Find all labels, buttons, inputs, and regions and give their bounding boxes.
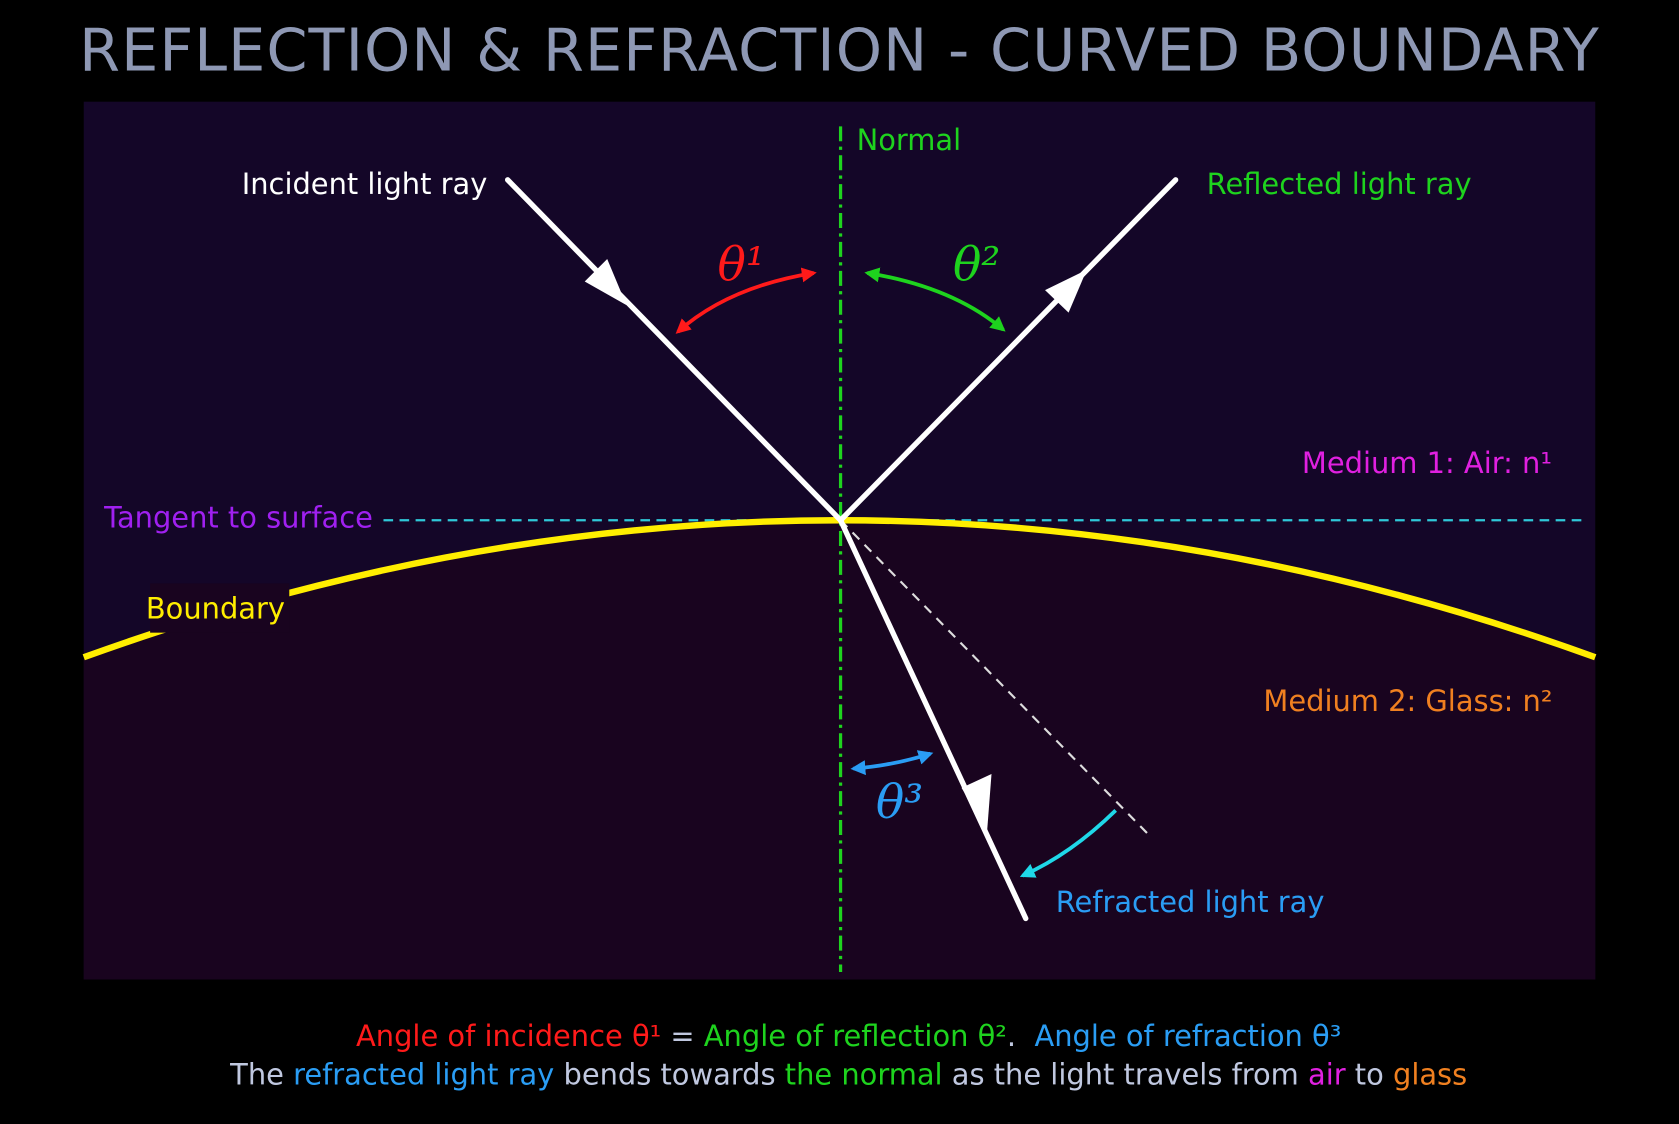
caption-part: the normal xyxy=(785,1057,943,1091)
angle-arc-1 xyxy=(675,267,817,334)
caption-part: bends towards xyxy=(554,1057,784,1091)
caption-part: . xyxy=(1007,1019,1035,1053)
caption-part: to xyxy=(1346,1057,1393,1091)
reflected-label: Reflected light ray xyxy=(1207,167,1472,201)
boundary-label-bg xyxy=(150,583,290,633)
extension-line xyxy=(839,519,1153,839)
caption-part: air xyxy=(1308,1057,1346,1091)
caption-part: The xyxy=(229,1057,293,1091)
reflected-arrow xyxy=(1045,269,1087,313)
refracted-label: Refracted light ray xyxy=(1056,885,1325,919)
angle-arc-2 xyxy=(864,267,1006,332)
refracted-arrow xyxy=(961,773,992,830)
angle-arc-3 xyxy=(850,750,934,776)
caption-part: glass xyxy=(1393,1057,1467,1091)
medium1-label: Medium 1: Air: n¹ xyxy=(1302,446,1552,480)
caption-line2: The refracted light ray bends towards th… xyxy=(184,1057,1494,1091)
normal-label: Normal xyxy=(857,123,962,157)
deviation-arc xyxy=(1019,809,1117,878)
caption-part: refracted light ray xyxy=(293,1057,554,1091)
incident-arrow xyxy=(584,259,627,306)
incident-ray xyxy=(504,177,844,523)
caption-part: Angle of incidence θ¹ xyxy=(356,1019,661,1053)
refracted-ray xyxy=(837,517,1029,922)
tangent-label: Tangent to surface xyxy=(103,501,373,535)
caption-part: Angle of refraction θ³ xyxy=(1034,1019,1341,1053)
theta1: θ¹ xyxy=(717,237,764,292)
caption-part: = xyxy=(661,1019,704,1053)
caption-part: Angle of reflection θ² xyxy=(704,1019,1007,1053)
reflected-ray xyxy=(837,177,1179,523)
title: REFLECTION & REFRACTION - CURVED BOUNDAR… xyxy=(79,16,1600,85)
caption-part: as the light travels from xyxy=(943,1057,1308,1091)
theta2: θ² xyxy=(953,237,1000,292)
caption-line1: Angle of incidence θ¹ = Angle of reflect… xyxy=(310,1019,1369,1053)
glass-region xyxy=(83,520,1596,980)
incident-label: Incident light ray xyxy=(242,167,488,201)
theta3: θ³ xyxy=(876,775,923,830)
medium2-label: Medium 2: Glass: n² xyxy=(1263,684,1552,718)
boundary-label: Boundary xyxy=(146,592,285,626)
